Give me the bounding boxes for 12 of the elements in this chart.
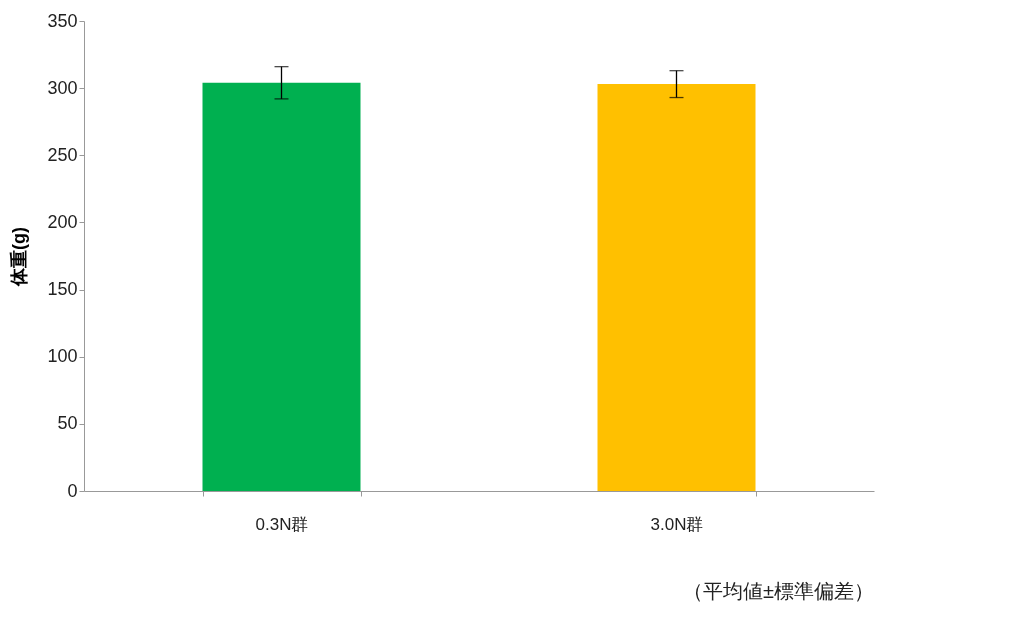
- y-tick-label: 150: [47, 279, 78, 300]
- y-tick-label: 350: [47, 10, 78, 31]
- y-tick-label: 0: [67, 480, 78, 501]
- x-tick-label: 3.0N群: [650, 514, 704, 534]
- y-tick-label: 300: [47, 77, 78, 98]
- y-axis-title: 体重(g): [9, 227, 30, 287]
- text: （平均値±標準偏差）: [683, 580, 874, 602]
- y-tick-label: 200: [47, 211, 78, 232]
- y-tick-label: 250: [47, 144, 78, 165]
- y-tick-label: 100: [47, 346, 78, 367]
- x-tick-label: 0.3N群: [255, 514, 309, 534]
- y-tick-label: 50: [57, 413, 78, 434]
